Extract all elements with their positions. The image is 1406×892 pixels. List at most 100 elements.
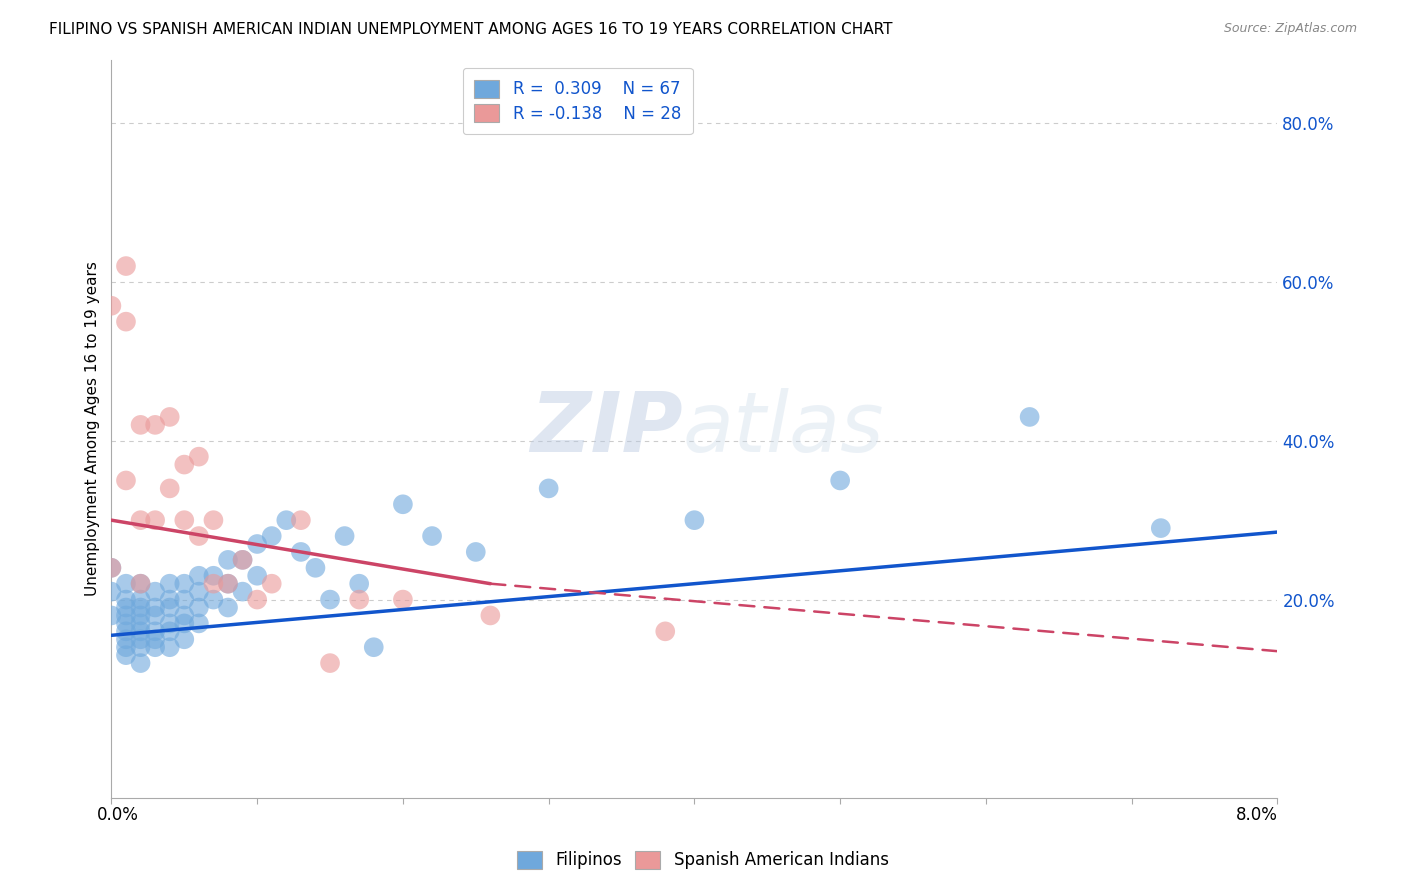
Point — [115, 576, 138, 591]
Point — [217, 576, 239, 591]
Point — [115, 624, 138, 639]
Point — [173, 576, 195, 591]
Point — [187, 616, 209, 631]
Point — [363, 640, 385, 655]
Point — [479, 608, 502, 623]
Point — [143, 624, 166, 639]
Point — [143, 608, 166, 623]
Point — [159, 640, 181, 655]
Point — [187, 600, 209, 615]
Point — [129, 624, 152, 639]
Point — [173, 458, 195, 472]
Point — [173, 616, 195, 631]
Point — [173, 632, 195, 647]
Point — [260, 529, 283, 543]
Point — [129, 513, 152, 527]
Point — [246, 537, 269, 551]
Point — [129, 640, 152, 655]
Y-axis label: Unemployment Among Ages 16 to 19 years: Unemployment Among Ages 16 to 19 years — [86, 261, 100, 596]
Point — [1150, 521, 1173, 535]
Point — [143, 632, 166, 647]
Text: atlas: atlas — [683, 388, 884, 469]
Point — [129, 656, 152, 670]
Legend: R =  0.309    N = 67, R = -0.138    N = 28: R = 0.309 N = 67, R = -0.138 N = 28 — [463, 68, 693, 135]
Point — [290, 545, 312, 559]
Point — [246, 592, 269, 607]
Point — [129, 608, 152, 623]
Point — [159, 600, 181, 615]
Text: 0.0%: 0.0% — [97, 806, 139, 824]
Point — [537, 482, 560, 496]
Point — [159, 409, 181, 424]
Point — [683, 513, 706, 527]
Point — [129, 616, 152, 631]
Point — [159, 592, 181, 607]
Point — [392, 497, 415, 511]
Point — [115, 259, 138, 273]
Point — [202, 592, 225, 607]
Point — [217, 600, 239, 615]
Point — [187, 568, 209, 582]
Point — [159, 624, 181, 639]
Point — [319, 656, 342, 670]
Point — [347, 592, 370, 607]
Point — [129, 576, 152, 591]
Legend: Filipinos, Spanish American Indians: Filipinos, Spanish American Indians — [508, 840, 898, 880]
Point — [115, 474, 138, 488]
Point — [115, 640, 138, 655]
Point — [347, 576, 370, 591]
Point — [202, 513, 225, 527]
Point — [202, 568, 225, 582]
Point — [159, 616, 181, 631]
Point — [115, 600, 138, 615]
Point — [290, 513, 312, 527]
Point — [1018, 409, 1040, 424]
Point — [202, 576, 225, 591]
Point — [143, 417, 166, 432]
Point — [129, 417, 152, 432]
Point — [159, 482, 181, 496]
Point — [100, 561, 122, 575]
Point — [143, 584, 166, 599]
Point — [217, 576, 239, 591]
Point — [420, 529, 443, 543]
Point — [304, 561, 326, 575]
Point — [129, 592, 152, 607]
Point — [143, 640, 166, 655]
Point — [187, 529, 209, 543]
Point — [115, 632, 138, 647]
Point — [115, 608, 138, 623]
Text: 8.0%: 8.0% — [1236, 806, 1278, 824]
Point — [173, 608, 195, 623]
Text: Source: ZipAtlas.com: Source: ZipAtlas.com — [1223, 22, 1357, 36]
Point — [100, 561, 122, 575]
Point — [232, 584, 254, 599]
Point — [232, 553, 254, 567]
Point — [333, 529, 356, 543]
Point — [232, 553, 254, 567]
Point — [260, 576, 283, 591]
Point — [143, 600, 166, 615]
Point — [217, 553, 239, 567]
Point — [187, 584, 209, 599]
Point — [129, 600, 152, 615]
Point — [654, 624, 676, 639]
Point — [276, 513, 298, 527]
Point — [100, 608, 122, 623]
Point — [246, 568, 269, 582]
Text: FILIPINO VS SPANISH AMERICAN INDIAN UNEMPLOYMENT AMONG AGES 16 TO 19 YEARS CORRE: FILIPINO VS SPANISH AMERICAN INDIAN UNEM… — [49, 22, 893, 37]
Point — [319, 592, 342, 607]
Point — [115, 315, 138, 329]
Point — [100, 584, 122, 599]
Point — [129, 576, 152, 591]
Point — [392, 592, 415, 607]
Text: ZIP: ZIP — [530, 388, 683, 469]
Point — [100, 299, 122, 313]
Point — [830, 474, 852, 488]
Point — [129, 632, 152, 647]
Point — [173, 592, 195, 607]
Point — [115, 592, 138, 607]
Point — [115, 648, 138, 662]
Point — [464, 545, 486, 559]
Point — [159, 576, 181, 591]
